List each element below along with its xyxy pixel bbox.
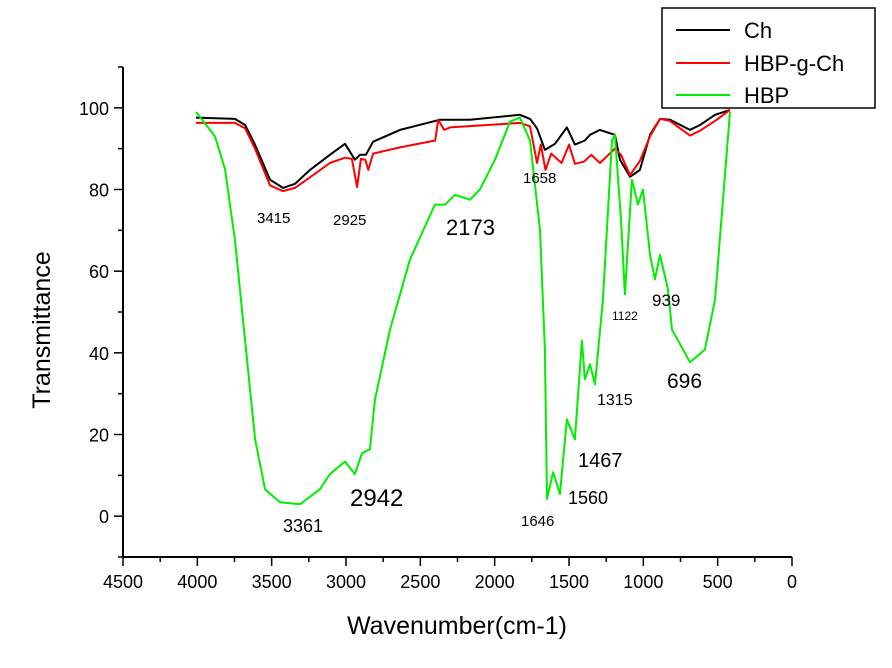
peak-label: 1658 — [523, 170, 556, 187]
x-tick-label: 0 — [787, 572, 797, 592]
x-tick-label: 500 — [703, 572, 733, 592]
x-tick-label: 3500 — [252, 572, 292, 592]
peak-label: 3361 — [283, 516, 323, 536]
series-line-hbp-g-ch — [196, 109, 731, 193]
y-axis-label: Transmittance — [28, 251, 56, 408]
annotations: 3415 2925 2173 1658 1122 939 1315 696 1467 1560 16… — [257, 170, 702, 536]
y-tick-label: 80 — [89, 181, 109, 201]
x-tick-label: 3000 — [326, 572, 366, 592]
y-tick-label: 40 — [89, 344, 109, 364]
peak-label: 2173 — [446, 215, 495, 240]
peak-label: 939 — [652, 291, 680, 310]
axes: 4500 4000 3500 3000 2500 2000 1500 1000 500 0 0 20 4… — [79, 66, 797, 592]
peak-label: 696 — [667, 370, 702, 393]
y-tick-label: 60 — [89, 262, 109, 282]
series-line-hbp — [195, 111, 731, 506]
y-tick-label: 100 — [79, 99, 109, 119]
peak-label: 1646 — [521, 513, 554, 530]
peak-label: 1315 — [597, 392, 633, 409]
y-tick-label: 0 — [99, 507, 109, 527]
legend-label-ch: Ch — [744, 18, 772, 43]
x-tick-label: 4500 — [103, 572, 143, 592]
legend: Ch HBP-g-Ch HBP — [661, 7, 876, 109]
x-axis-label: Wavenumber(cm-1) — [347, 612, 567, 640]
peak-label: 1560 — [568, 488, 608, 508]
series-line-ch — [195, 108, 731, 189]
series-group — [195, 108, 731, 506]
legend-label-hbp-g-ch: HBP-g-Ch — [744, 51, 844, 76]
peak-label: 1467 — [578, 450, 623, 472]
peak-label: 2942 — [350, 485, 403, 512]
x-tick-label: 2500 — [400, 572, 440, 592]
y-tick-label: 20 — [89, 426, 109, 446]
x-tick-label: 2000 — [475, 572, 515, 592]
peak-label: 3415 — [257, 210, 290, 227]
x-tick-label: 1500 — [549, 572, 589, 592]
peak-label: 2925 — [333, 212, 366, 229]
peak-label: 1122 — [612, 309, 638, 323]
x-tick-label: 1000 — [623, 572, 663, 592]
x-tick-label: 4000 — [177, 572, 217, 592]
legend-box — [661, 7, 876, 109]
legend-label-hbp: HBP — [744, 83, 789, 108]
